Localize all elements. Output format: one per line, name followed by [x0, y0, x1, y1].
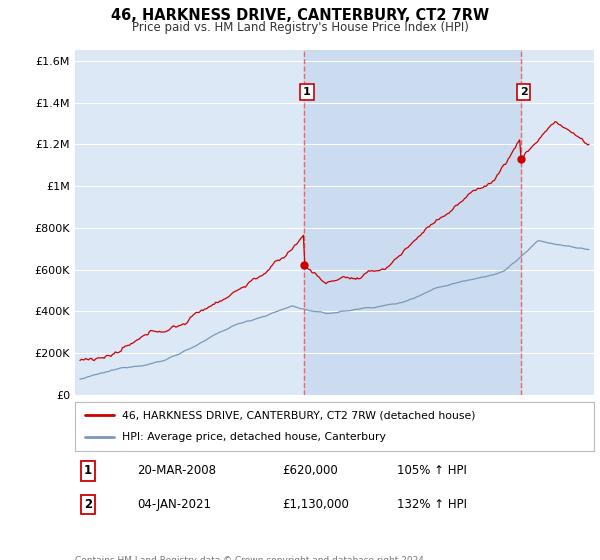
Text: £620,000: £620,000	[283, 464, 338, 478]
Text: Contains HM Land Registry data © Crown copyright and database right 2024.
This d: Contains HM Land Registry data © Crown c…	[75, 556, 427, 560]
Text: HPI: Average price, detached house, Canterbury: HPI: Average price, detached house, Cant…	[122, 432, 386, 442]
Text: 1: 1	[303, 87, 311, 97]
Text: 46, HARKNESS DRIVE, CANTERBURY, CT2 7RW: 46, HARKNESS DRIVE, CANTERBURY, CT2 7RW	[111, 8, 489, 24]
Bar	[304, 50, 521, 395]
Text: 132% ↑ HPI: 132% ↑ HPI	[397, 498, 467, 511]
Text: 20-MAR-2008: 20-MAR-2008	[137, 464, 216, 478]
Text: £1,130,000: £1,130,000	[283, 498, 349, 511]
Text: 2: 2	[84, 498, 92, 511]
Text: Price paid vs. HM Land Registry's House Price Index (HPI): Price paid vs. HM Land Registry's House …	[131, 21, 469, 34]
Text: 04-JAN-2021: 04-JAN-2021	[137, 498, 211, 511]
Text: 2: 2	[520, 87, 527, 97]
Text: 1: 1	[84, 464, 92, 478]
Text: 46, HARKNESS DRIVE, CANTERBURY, CT2 7RW (detached house): 46, HARKNESS DRIVE, CANTERBURY, CT2 7RW …	[122, 410, 475, 421]
Text: 105% ↑ HPI: 105% ↑ HPI	[397, 464, 467, 478]
